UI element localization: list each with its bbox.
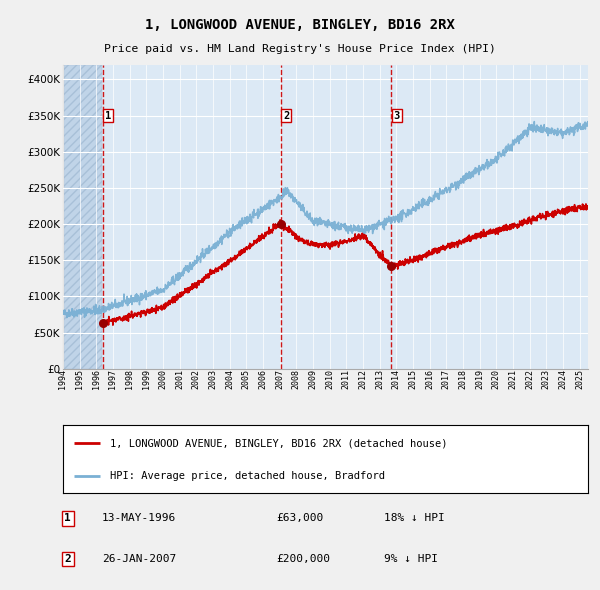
Text: 2017: 2017 [442, 369, 451, 389]
Text: 1995: 1995 [75, 369, 84, 389]
Text: 2019: 2019 [475, 369, 484, 389]
Text: 1994: 1994 [59, 369, 67, 389]
Text: £200,000: £200,000 [277, 554, 331, 564]
Text: 1998: 1998 [125, 369, 134, 389]
Text: 18% ↓ HPI: 18% ↓ HPI [384, 513, 445, 523]
Text: 2006: 2006 [259, 369, 268, 389]
Text: 2002: 2002 [192, 369, 201, 389]
Text: 2018: 2018 [458, 369, 467, 389]
Text: 2014: 2014 [392, 369, 401, 389]
Text: 1, LONGWOOD AVENUE, BINGLEY, BD16 2RX (detached house): 1, LONGWOOD AVENUE, BINGLEY, BD16 2RX (d… [110, 438, 448, 448]
Text: 26-JAN-2007: 26-JAN-2007 [102, 554, 176, 564]
Text: 2022: 2022 [525, 369, 534, 389]
Text: 2011: 2011 [342, 369, 351, 389]
Text: 13-MAY-1996: 13-MAY-1996 [102, 513, 176, 523]
Text: 2025: 2025 [575, 369, 584, 389]
Text: 1996: 1996 [92, 369, 101, 389]
Text: 1, LONGWOOD AVENUE, BINGLEY, BD16 2RX: 1, LONGWOOD AVENUE, BINGLEY, BD16 2RX [145, 18, 455, 32]
Text: 2020: 2020 [492, 369, 501, 389]
Text: 2: 2 [64, 554, 71, 564]
Bar [63, 65, 103, 369]
Text: 2023: 2023 [542, 369, 551, 389]
Text: 9% ↓ HPI: 9% ↓ HPI [384, 554, 438, 564]
Text: £63,000: £63,000 [277, 513, 324, 523]
Text: 1999: 1999 [142, 369, 151, 389]
Text: Price paid vs. HM Land Registry's House Price Index (HPI): Price paid vs. HM Land Registry's House … [104, 44, 496, 54]
Text: 2009: 2009 [308, 369, 317, 389]
Text: 2015: 2015 [409, 369, 418, 389]
Bar [63, 65, 103, 369]
Text: 1997: 1997 [109, 369, 118, 389]
Text: 2024: 2024 [559, 369, 568, 389]
Text: 2001: 2001 [175, 369, 184, 389]
Text: HPI: Average price, detached house, Bradford: HPI: Average price, detached house, Brad… [110, 471, 385, 481]
Text: 2: 2 [283, 110, 290, 120]
Text: 2000: 2000 [158, 369, 167, 389]
Text: 2007: 2007 [275, 369, 284, 389]
Text: 2012: 2012 [359, 369, 367, 389]
Text: 3: 3 [394, 110, 400, 120]
Text: 2016: 2016 [425, 369, 434, 389]
Text: 2003: 2003 [209, 369, 218, 389]
Text: 2004: 2004 [225, 369, 234, 389]
Text: 2005: 2005 [242, 369, 251, 389]
Text: 1: 1 [105, 110, 111, 120]
Text: 1: 1 [64, 513, 71, 523]
Text: 2008: 2008 [292, 369, 301, 389]
Text: 2021: 2021 [509, 369, 517, 389]
Text: 2010: 2010 [325, 369, 334, 389]
Text: 2013: 2013 [375, 369, 384, 389]
